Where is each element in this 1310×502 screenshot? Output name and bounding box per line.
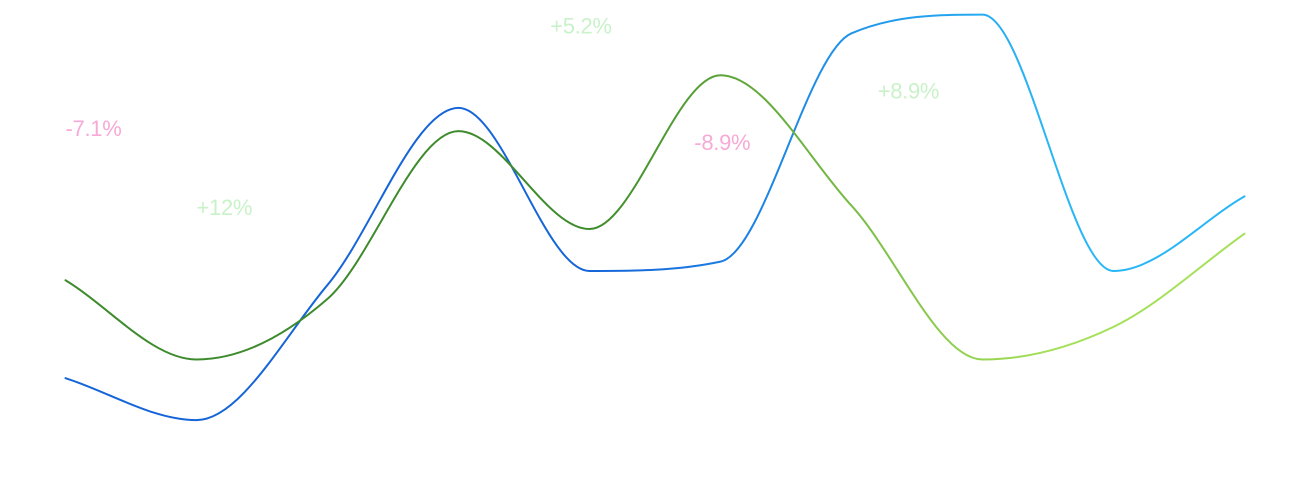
change-annotation-label: +8.9% (878, 79, 940, 104)
annotation-layer: -7.1%+12%+5.2%-8.9%+8.9%+ (66, 13, 940, 220)
series-line-2 (64, 74, 1246, 361)
series-layer (64, 13, 1246, 422)
change-annotation-label: +12% (197, 195, 253, 220)
change-annotation-label: +5.2% (550, 13, 612, 38)
change-annotation-label: -8.9% (694, 130, 750, 155)
series-line-1 (64, 13, 1246, 422)
change-annotation-label: -7.1% (66, 116, 122, 141)
